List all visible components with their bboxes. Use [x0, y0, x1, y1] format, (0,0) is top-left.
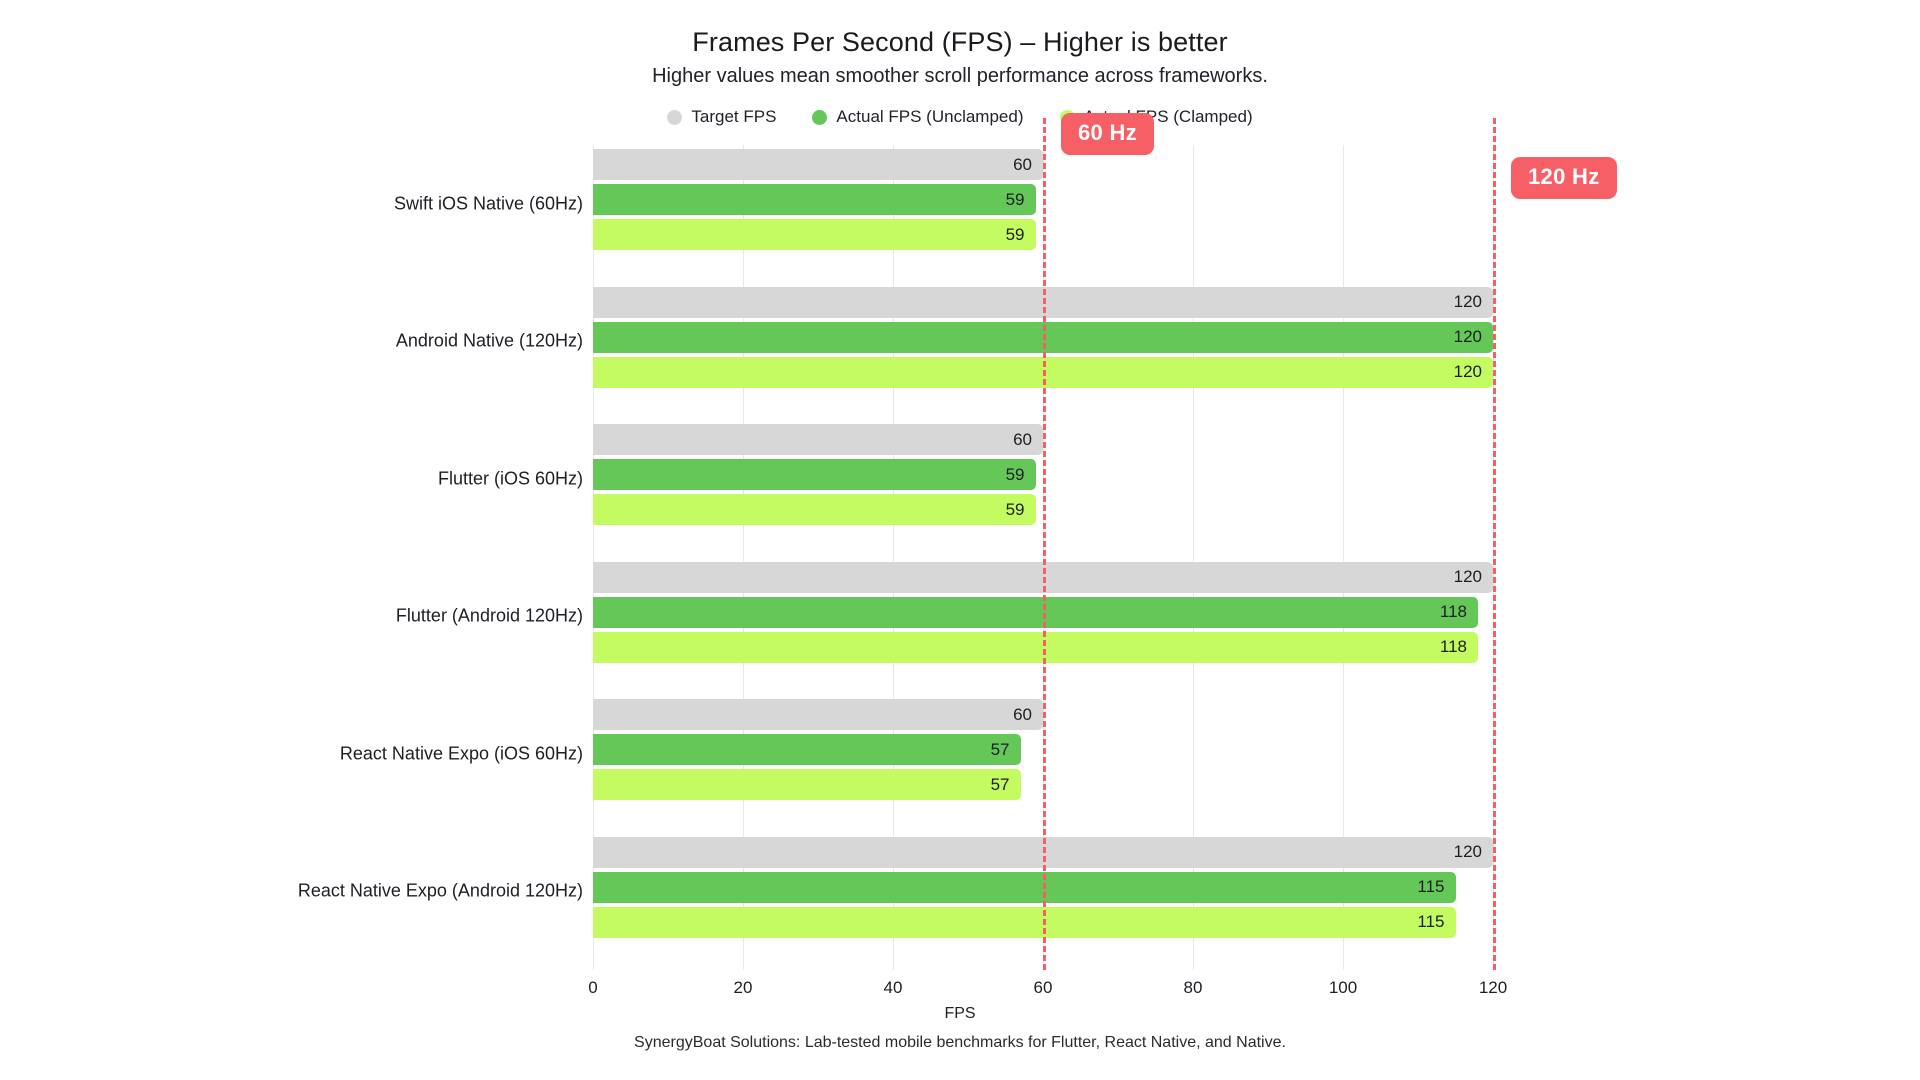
bar-value-label: 115: [1417, 877, 1445, 897]
bar-row[interactable]: 59: [593, 494, 1493, 526]
bar-row[interactable]: 59: [593, 459, 1493, 491]
bar-row[interactable]: 60: [593, 149, 1493, 181]
bar-value-label: 120: [1453, 327, 1482, 347]
bar[interactable]: [593, 769, 1021, 801]
bar-value-label: 57: [990, 739, 1010, 759]
bar-value-label: 118: [1439, 602, 1467, 622]
circle-swatch-icon: [667, 109, 683, 125]
bar[interactable]: [593, 219, 1036, 251]
gridline: [743, 145, 744, 970]
bar[interactable]: [593, 424, 1043, 456]
bar-row[interactable]: 57: [593, 769, 1493, 801]
category-label: Flutter (Android 120Hz): [395, 605, 583, 626]
bar-row[interactable]: 115: [593, 871, 1493, 903]
legend-item[interactable]: Actual FPS (Unclamped): [812, 107, 1024, 127]
bar-group: 60 59 59: [593, 145, 1493, 283]
bar[interactable]: [593, 184, 1036, 216]
bar-value-label: 115: [1417, 912, 1445, 932]
bar-row[interactable]: 118: [593, 631, 1493, 663]
bar[interactable]: [593, 871, 1456, 903]
bar-value-label: 59: [1005, 189, 1025, 209]
category-label: Android Native (120Hz): [395, 330, 583, 351]
bar-row[interactable]: 115: [593, 906, 1493, 938]
bar-row[interactable]: 60: [593, 424, 1493, 456]
bar-value-label: 60: [1013, 154, 1032, 174]
legend-item-label: Actual FPS (Unclamped): [836, 107, 1024, 126]
plot-area: 60 59 59 120 120 120 60 59 59 120 118 118 60 57 57 120 1…: [593, 113, 1617, 970]
bar[interactable]: [593, 631, 1478, 663]
bar[interactable]: [593, 699, 1043, 731]
bar-row[interactable]: 59: [593, 219, 1493, 251]
bar-value-label: 118: [1439, 637, 1467, 657]
bar-value-label: 120: [1453, 362, 1482, 382]
bar[interactable]: [593, 734, 1021, 766]
footer-note: SynergyBoat Solutions: Lab-tested mobile…: [634, 1034, 1286, 1051]
bar-value-label: 59: [1005, 499, 1025, 519]
chart-title: Frames Per Second (FPS) – Higher is bett…: [692, 27, 1228, 57]
chart-legend: Target FPS Actual FPS (Unclamped) Actual F…: [0, 107, 1920, 127]
legend-item-label: Target FPS: [691, 107, 777, 126]
bar[interactable]: [593, 149, 1043, 181]
category-label: Swift iOS Native (60Hz): [393, 193, 583, 214]
x-tick-label: 40: [883, 978, 903, 997]
bar-group: 60 57 57: [593, 695, 1493, 833]
gridline: [1193, 145, 1194, 970]
chart-subtitle: Higher values mean smoother scroll perfo…: [652, 65, 1268, 87]
x-tick-label: 100: [1328, 978, 1358, 997]
bar-value-label: 60: [1013, 704, 1032, 724]
x-tick-label: 80: [1183, 978, 1203, 997]
gridline: [593, 145, 594, 970]
circle-swatch-icon: [812, 109, 828, 125]
bar-value-label: 120: [1453, 292, 1482, 312]
x-tick-label: 120: [1478, 978, 1508, 997]
bar-value-label: 120: [1453, 567, 1482, 587]
bar-value-label: 60: [1013, 429, 1032, 449]
x-axis-title: FPS: [944, 1005, 976, 1022]
reference-line: [1043, 118, 1046, 970]
bar[interactable]: [593, 596, 1478, 628]
reference-line-badge: 60 Hz: [1061, 113, 1154, 155]
bar-value-label: 120: [1453, 842, 1482, 862]
bar-row[interactable]: 57: [593, 734, 1493, 766]
legend-item[interactable]: Target FPS: [667, 107, 776, 127]
bar-group: 60 59 59: [593, 420, 1493, 558]
category-label: Flutter (iOS 60Hz): [437, 468, 583, 489]
category-label: React Native Expo (iOS 60Hz): [339, 743, 583, 764]
bar[interactable]: [593, 459, 1036, 491]
gridline: [1343, 145, 1344, 970]
reference-line: [1493, 118, 1496, 970]
bar-value-label: 59: [1005, 464, 1025, 484]
gridline: [893, 145, 894, 970]
bar-row[interactable]: 118: [593, 596, 1493, 628]
bar-row[interactable]: 60: [593, 699, 1493, 731]
bar[interactable]: [593, 494, 1036, 526]
reference-line-badge: 120 Hz: [1511, 157, 1617, 199]
x-tick-label: 0: [588, 978, 598, 997]
bar[interactable]: [593, 906, 1456, 938]
bar-row[interactable]: 59: [593, 184, 1493, 216]
bar-value-label: 59: [1005, 224, 1025, 244]
category-label: React Native Expo (Android 120Hz): [297, 880, 583, 901]
bar-value-label: 57: [990, 774, 1010, 794]
x-tick-label: 60: [1033, 978, 1053, 997]
x-tick-label: 20: [733, 978, 753, 997]
